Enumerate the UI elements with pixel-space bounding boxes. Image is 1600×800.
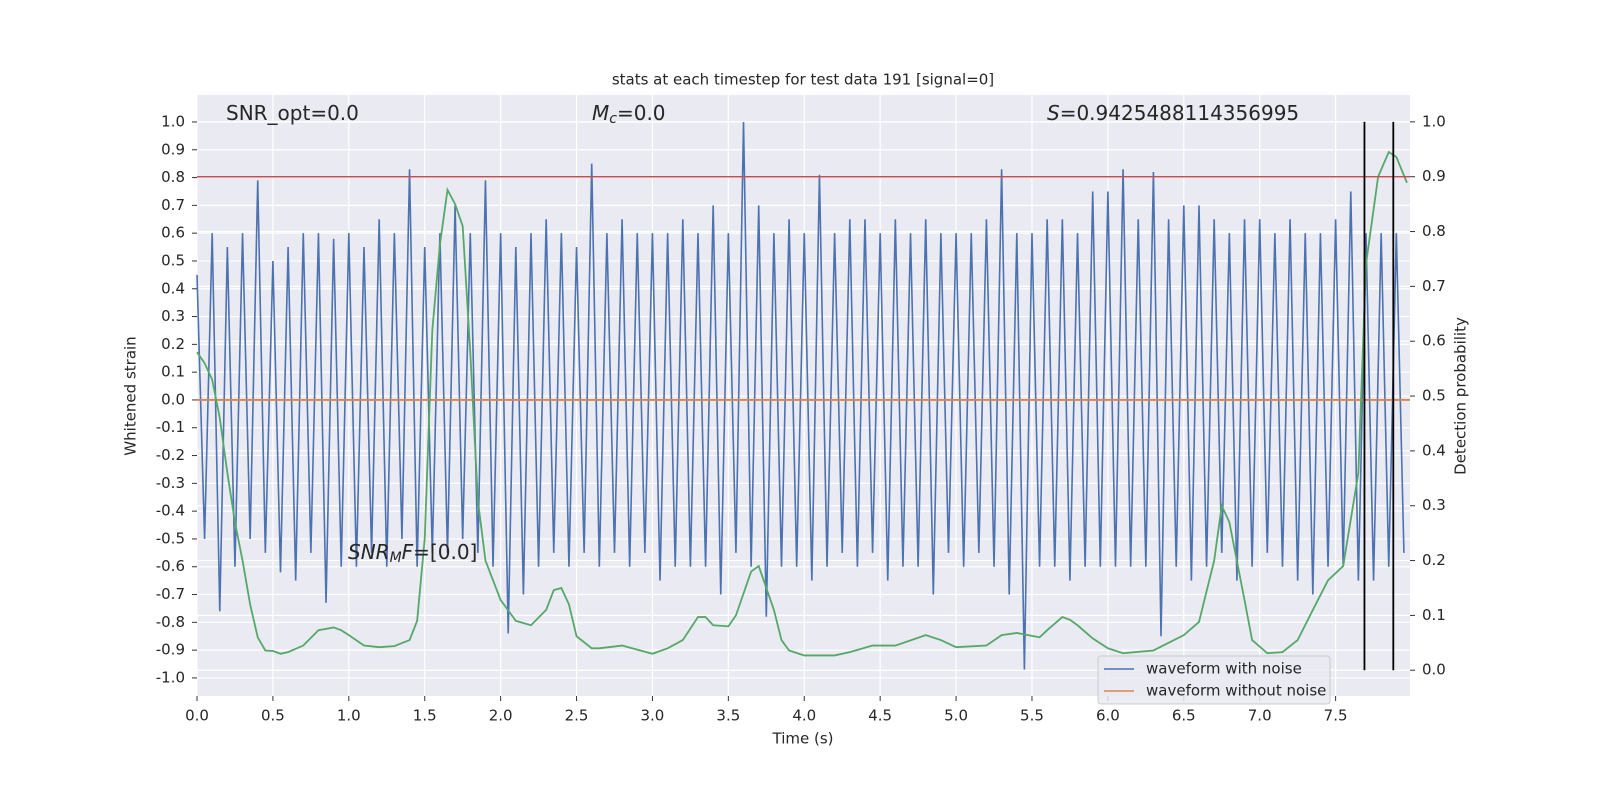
y-tick-label: 0.0 bbox=[161, 390, 185, 408]
y-tick-label: 0.6 bbox=[161, 224, 185, 242]
y-tick-label: 0.9 bbox=[161, 140, 185, 158]
annotation-sub: c bbox=[609, 111, 617, 127]
x-tick-label: 5.5 bbox=[1020, 707, 1044, 725]
x-tick-label: 2.0 bbox=[489, 707, 513, 725]
x-tick-label: 7.0 bbox=[1248, 707, 1272, 725]
y-tick-label: -0.4 bbox=[156, 502, 185, 520]
x-tick-label: 7.5 bbox=[1324, 707, 1348, 725]
annotation-part: =0.0 bbox=[617, 101, 666, 125]
x-tick-label: 4.5 bbox=[868, 707, 892, 725]
y2-tick-label: 0.0 bbox=[1422, 661, 1446, 679]
y-tick-label: -0.1 bbox=[156, 418, 185, 436]
annotation: S=0.9425488114356995 bbox=[1047, 101, 1299, 125]
y-tick-label: -0.6 bbox=[156, 557, 185, 575]
series-line bbox=[196, 150, 1408, 657]
annotation-part: =0.9425488114356995 bbox=[1060, 101, 1299, 125]
y2-axis-label: Detection probability bbox=[1452, 317, 1470, 475]
y2-tick-label: 0.4 bbox=[1422, 441, 1446, 459]
x-tick-label: 0.0 bbox=[185, 707, 209, 725]
annotation: SNRMF=[0.0] bbox=[348, 540, 477, 567]
y-tick-label: 0.4 bbox=[161, 279, 185, 297]
y-tick-label: 0.2 bbox=[161, 335, 185, 353]
chart-title: stats at each timestep for test data 191… bbox=[612, 71, 994, 89]
y-tick-label: -0.7 bbox=[156, 585, 185, 603]
annotation-sub: M bbox=[390, 550, 402, 566]
y-tick-label: 0.7 bbox=[161, 196, 185, 214]
x-tick-label: 1.5 bbox=[413, 707, 437, 725]
x-axis-label: Time (s) bbox=[772, 730, 834, 748]
y2-tick-label: 0.6 bbox=[1422, 332, 1446, 350]
y-tick-label: -0.3 bbox=[156, 474, 185, 492]
x-tick-label: 5.0 bbox=[944, 707, 968, 725]
y-tick-label: 0.8 bbox=[161, 168, 185, 186]
legend: waveform with noise waveform without nois… bbox=[1097, 655, 1331, 705]
x-tick-label: 3.5 bbox=[716, 707, 740, 725]
annotation-part: S bbox=[1047, 101, 1060, 125]
y-tick-label: -0.5 bbox=[156, 529, 185, 547]
legend-label: waveform with noise bbox=[1146, 660, 1302, 678]
marks bbox=[196, 121, 1410, 671]
legend-box bbox=[1097, 655, 1331, 705]
x-tick-label: 6.0 bbox=[1096, 707, 1120, 725]
y2-tick-label: 0.5 bbox=[1422, 387, 1446, 405]
annotation: Mc=0.0 bbox=[592, 101, 666, 128]
y2-tick-label: 0.7 bbox=[1422, 277, 1446, 295]
annotation-part: F bbox=[402, 540, 414, 564]
y-tick-label: -1.0 bbox=[156, 668, 185, 686]
annotation-part: =[0.0] bbox=[413, 540, 477, 564]
legend-label: waveform without noise bbox=[1146, 682, 1326, 700]
y2-tick-label: 0.9 bbox=[1422, 167, 1446, 185]
annotation: SNR_opt=0.0 bbox=[226, 101, 359, 125]
y-tick-label: 0.5 bbox=[161, 251, 185, 269]
x-tick-label: 2.5 bbox=[565, 707, 589, 725]
y-tick-label: -0.8 bbox=[156, 613, 185, 631]
y2-tick-label: 0.1 bbox=[1422, 606, 1446, 624]
y2-tick-label: 0.2 bbox=[1422, 551, 1446, 569]
annotation-part: SNR bbox=[348, 540, 390, 564]
x-tick-label: 3.0 bbox=[641, 707, 665, 725]
annotation-part: SNR_opt=0.0 bbox=[226, 101, 359, 125]
x-tick-label: 4.0 bbox=[792, 707, 816, 725]
y-tick-label: -0.2 bbox=[156, 446, 185, 464]
y-tick-label: 0.1 bbox=[161, 363, 185, 381]
x-tick-label: 1.0 bbox=[337, 707, 361, 725]
x-tick-label: 0.5 bbox=[261, 707, 285, 725]
y-tick-label: 0.3 bbox=[161, 307, 185, 325]
y2-tick-label: 0.3 bbox=[1422, 496, 1446, 514]
annotation-part: M bbox=[592, 101, 609, 125]
x-tick-label: 6.5 bbox=[1172, 707, 1196, 725]
y2-tick-label: 1.0 bbox=[1422, 112, 1446, 130]
y-tick-label: -0.9 bbox=[156, 641, 185, 659]
y-axis-label: Whitened strain bbox=[122, 336, 140, 455]
y-tick-label: 1.0 bbox=[161, 112, 185, 130]
y2-tick-label: 0.8 bbox=[1422, 222, 1446, 240]
